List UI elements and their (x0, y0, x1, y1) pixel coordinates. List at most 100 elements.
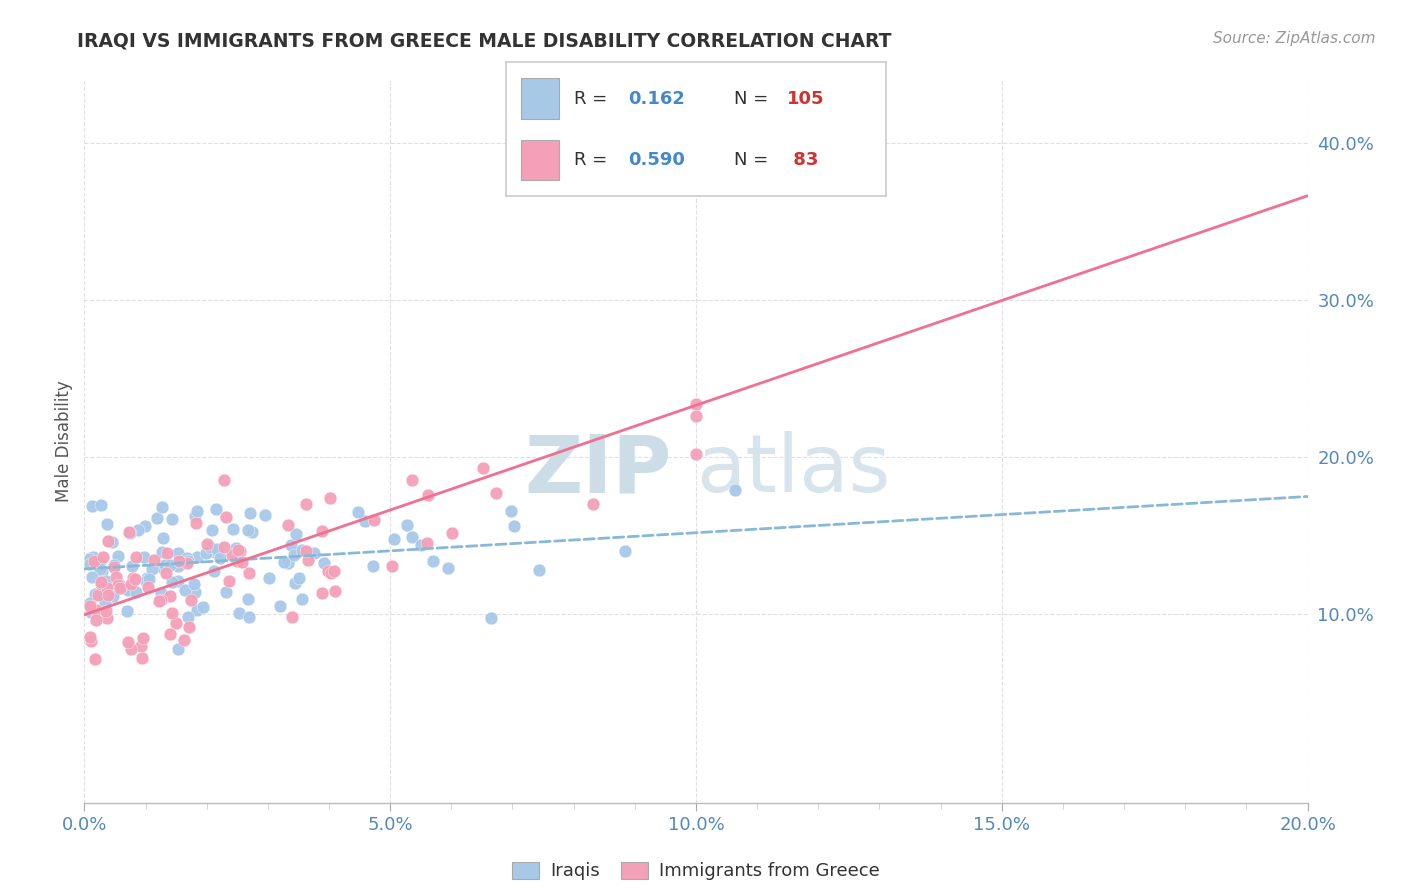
Point (225, 554, 247, 568)
Text: 83: 83 (787, 151, 818, 169)
Point (323, 583, 346, 598)
Point (363, 513, 385, 527)
Point (132, 549, 155, 564)
Text: IRAQI VS IMMIGRANTS FROM GREECE MALE DISABILITY CORRELATION CHART: IRAQI VS IMMIGRANTS FROM GREECE MALE DIS… (77, 31, 891, 50)
Point (79, 595, 101, 609)
Legend: Iraqis, Immigrants from Greece: Iraqis, Immigrants from Greece (505, 855, 887, 888)
Point (197, 537, 219, 551)
Point (231, 555, 253, 569)
Point (411, 538, 433, 552)
Point (83, 554, 105, 568)
Point (90, 499, 112, 513)
Point (107, 578, 129, 592)
Point (347, 505, 370, 519)
Point (162, 574, 184, 589)
Point (218, 574, 240, 588)
Point (156, 546, 179, 560)
Point (121, 559, 143, 574)
Point (238, 566, 260, 580)
Point (418, 488, 440, 502)
Point (96, 604, 118, 618)
Point (180, 592, 202, 607)
Point (295, 543, 318, 558)
Point (143, 553, 166, 567)
Point (284, 527, 307, 541)
Point (527, 563, 550, 577)
Point (150, 585, 173, 599)
Point (205, 502, 228, 516)
Point (94, 596, 117, 610)
Point (124, 584, 146, 599)
Point (97, 588, 120, 602)
Point (228, 544, 250, 558)
Point (485, 485, 508, 500)
Point (87, 588, 110, 602)
Point (225, 541, 247, 556)
Point (401, 473, 423, 487)
Point (283, 548, 305, 562)
Point (291, 543, 314, 558)
Point (159, 558, 181, 572)
Point (201, 523, 224, 537)
Point (131, 651, 153, 665)
Point (208, 550, 231, 565)
Point (131, 632, 153, 646)
Point (186, 504, 208, 518)
Point (613, 544, 636, 558)
Point (281, 610, 304, 624)
Point (155, 566, 177, 581)
Point (118, 525, 141, 540)
Point (311, 586, 333, 600)
Point (288, 571, 311, 585)
Point (125, 549, 148, 564)
Point (239, 506, 262, 520)
Point (150, 559, 173, 574)
Point (89, 556, 111, 570)
Point (160, 512, 183, 526)
Text: ZIP: ZIP (524, 432, 672, 509)
Point (226, 542, 249, 557)
Point (304, 546, 326, 560)
Point (186, 549, 208, 564)
Point (108, 582, 131, 596)
Point (96, 517, 118, 532)
Point (165, 615, 187, 630)
Point (177, 554, 200, 568)
Point (80, 499, 103, 513)
Point (96, 611, 118, 625)
Point (80, 605, 103, 619)
Point (193, 600, 215, 615)
Point (284, 575, 307, 590)
Text: N =: N = (734, 89, 773, 108)
Point (240, 525, 263, 540)
Point (186, 602, 208, 616)
Point (724, 483, 747, 497)
Point (138, 580, 160, 594)
Point (212, 540, 235, 554)
Point (79, 552, 101, 566)
Point (79, 557, 101, 571)
Point (382, 532, 405, 546)
Point (273, 555, 295, 569)
Point (319, 566, 342, 580)
Bar (522, 78, 560, 119)
Text: 105: 105 (787, 89, 824, 108)
Point (437, 560, 460, 574)
Point (141, 562, 163, 576)
Point (184, 508, 207, 523)
Point (117, 635, 139, 649)
Point (186, 516, 208, 531)
Point (416, 535, 439, 549)
Point (159, 590, 181, 604)
Point (672, 136, 695, 150)
Point (685, 397, 707, 411)
Point (316, 565, 339, 579)
Point (120, 642, 142, 657)
Point (472, 461, 495, 475)
Point (93, 550, 115, 565)
Point (150, 593, 173, 607)
Text: R =: R = (575, 151, 613, 169)
Point (311, 524, 333, 538)
Point (103, 560, 125, 574)
Point (280, 537, 302, 551)
